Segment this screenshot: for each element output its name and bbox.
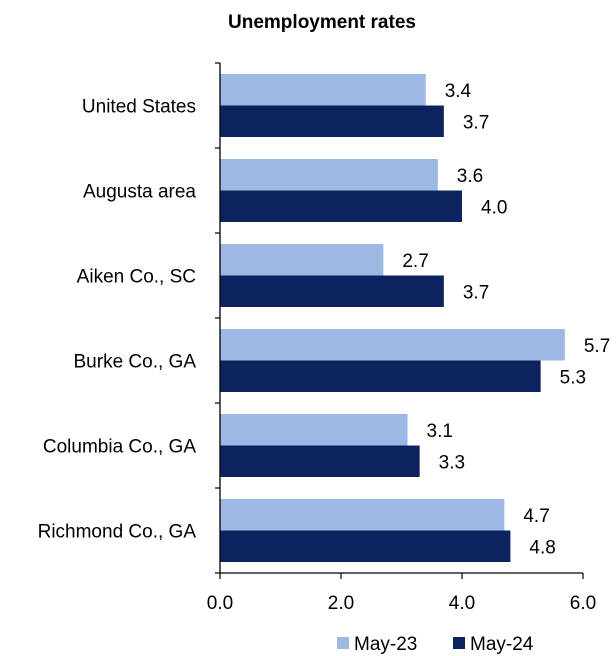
data-label: 5.7 <box>584 336 610 357</box>
bar-may-24 <box>220 190 462 222</box>
category-label: Burke Co., GA <box>74 352 197 373</box>
legend: May-23 May-24 <box>337 634 534 655</box>
x-tick-label: 2.0 <box>328 593 354 614</box>
bar-may-24 <box>220 530 511 562</box>
bars-layer <box>220 74 565 562</box>
category-label: Columbia Co., GA <box>43 437 196 458</box>
bar-may-23 <box>220 74 426 106</box>
data-label: 2.7 <box>402 251 428 272</box>
bar-may-23 <box>220 159 438 191</box>
x-tick-label: 0.0 <box>207 593 233 614</box>
category-label: Richmond Co., GA <box>38 522 197 543</box>
data-label: 3.6 <box>457 166 483 187</box>
data-label: 3.1 <box>427 421 453 442</box>
bar-may-24 <box>220 105 444 137</box>
x-tick-label: 4.0 <box>449 593 475 614</box>
chart-title: Unemployment rates <box>228 12 416 33</box>
legend-swatch-may-24 <box>453 637 465 649</box>
category-label: United States <box>82 97 196 118</box>
data-label: 3.3 <box>439 452 465 473</box>
data-label: 3.4 <box>445 81 472 102</box>
bar-may-23 <box>220 499 505 531</box>
legend-swatch-may-23 <box>337 637 349 649</box>
bar-may-23 <box>220 329 565 361</box>
data-label: 4.8 <box>529 537 555 558</box>
data-label: 4.7 <box>523 506 549 527</box>
data-label: 3.7 <box>463 282 489 303</box>
data-label: 4.0 <box>481 197 507 218</box>
data-label: 5.3 <box>560 367 586 388</box>
bar-may-24 <box>220 275 444 307</box>
category-label: Augusta area <box>83 182 196 203</box>
axes-layer: 0.0 2.0 4.0 6.0 <box>207 62 596 614</box>
bar-may-23 <box>220 414 408 446</box>
legend-label: May-24 <box>470 634 534 655</box>
labels-layer: United States 3.4 3.7 Augusta area 3.6 4.0 Aik… <box>38 81 611 559</box>
x-tick-label: 6.0 <box>570 593 596 614</box>
bar-may-24 <box>220 445 420 477</box>
category-label: Aiken Co., SC <box>77 267 196 288</box>
bar-may-23 <box>220 244 384 276</box>
bar-may-24 <box>220 360 541 392</box>
legend-label: May-23 <box>354 634 417 655</box>
data-label: 3.7 <box>463 112 489 133</box>
